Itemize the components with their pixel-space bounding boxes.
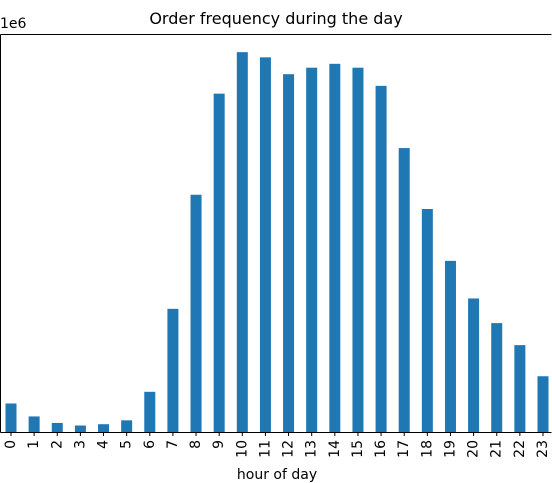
x-tick-label: 7: [165, 440, 181, 449]
bar-5: [121, 420, 133, 432]
x-tick-label: 17: [396, 440, 412, 458]
x-tick-label: 5: [119, 440, 135, 449]
x-tick-label: 10: [234, 440, 250, 458]
bar-17: [398, 148, 410, 432]
chart-offset-label: 1e6: [0, 16, 27, 32]
x-tick-label: 13: [304, 440, 320, 458]
bar-7: [167, 308, 179, 432]
x-tick-label: 9: [211, 440, 227, 449]
bar-18: [421, 209, 433, 432]
x-tick-label: 14: [327, 440, 343, 458]
bar-22: [514, 345, 526, 432]
bar-11: [259, 57, 271, 433]
x-tick-label: 20: [466, 440, 482, 458]
chart-title: Order frequency during the day: [149, 9, 402, 28]
x-tick-label: 3: [72, 440, 88, 449]
bar-19: [444, 260, 456, 432]
bar-3: [74, 425, 86, 432]
x-tick-label: 4: [96, 440, 112, 449]
bar-14: [329, 63, 341, 432]
x-tick-label: 22: [512, 440, 528, 458]
x-tick-label: 15: [350, 440, 366, 458]
x-tick-label: 8: [188, 440, 204, 449]
x-tick-label: 0: [3, 440, 19, 449]
bar-23: [537, 376, 549, 432]
bars-group: [5, 52, 549, 433]
x-tick-label: 21: [489, 440, 505, 458]
x-tick-label: 19: [442, 440, 458, 458]
x-tick-label: 1: [26, 440, 42, 449]
x-tick-label: 16: [373, 440, 389, 458]
x-tick-label: 6: [142, 440, 158, 449]
bar-6: [144, 391, 156, 432]
bar-4: [98, 424, 110, 432]
bar-2: [51, 422, 63, 432]
x-tick-label: 11: [257, 440, 273, 458]
bar-1: [28, 416, 40, 432]
bar-10: [236, 52, 248, 433]
bar-12: [283, 74, 295, 432]
x-tick-label: 18: [419, 440, 435, 458]
x-tick-label: 12: [281, 440, 297, 458]
bar-15: [352, 67, 364, 433]
bar-8: [190, 194, 202, 432]
x-ticks-group: 0 1 2 3 4 5 6 7 8 9 10 11 12 13 14 15 16 17 18 19 20 21 22 23: [3, 432, 551, 458]
bar-13: [306, 67, 318, 433]
x-tick-label: 23: [535, 440, 551, 458]
x-tick-label: 2: [49, 440, 65, 449]
bar-9: [213, 93, 225, 432]
bar-21: [491, 323, 503, 432]
axes-frame: [0, 34, 552, 433]
bar-16: [375, 85, 387, 433]
bar-0: [5, 403, 17, 432]
x-axis-label: hour of day: [237, 467, 317, 483]
bar-20: [468, 298, 480, 432]
